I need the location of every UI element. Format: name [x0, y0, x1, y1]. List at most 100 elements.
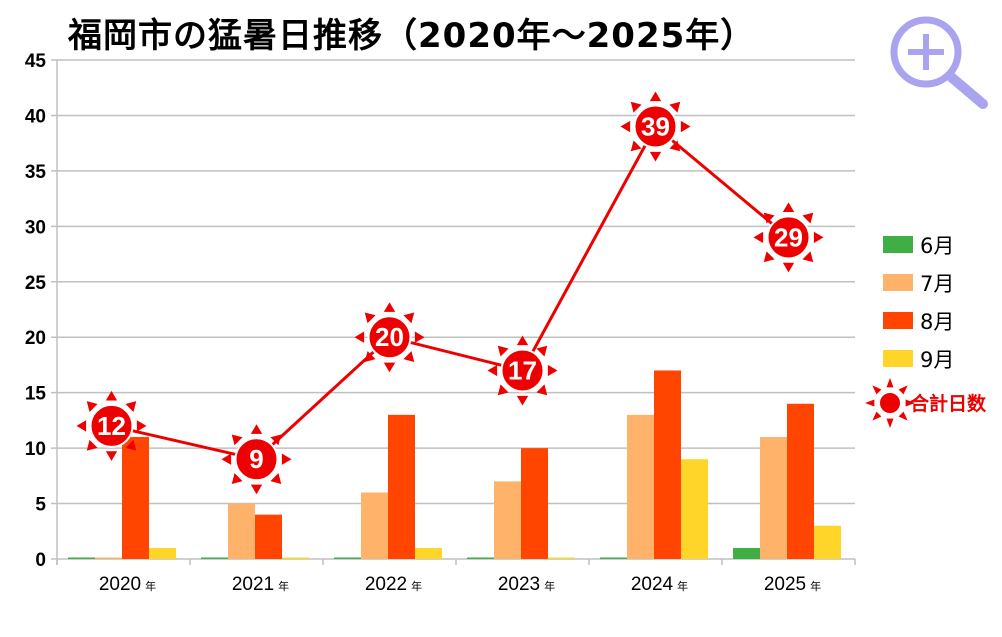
total-data-label: 9 — [249, 444, 263, 474]
bar-9月-2022 — [415, 547, 442, 559]
y-tick-label: 15 — [25, 384, 47, 405]
sun-ray — [763, 212, 775, 224]
sun-ray — [383, 302, 396, 312]
sun-ray — [86, 401, 98, 413]
bar-7月-2021 — [228, 503, 255, 559]
x-tick-suffix: 年 — [278, 579, 289, 593]
sun-ray — [536, 345, 548, 357]
x-tick-suffix: 年 — [411, 579, 422, 593]
sun-ray — [886, 418, 894, 428]
bar-9月-2020 — [149, 547, 176, 559]
sun-ray — [898, 411, 908, 421]
sun-ray — [630, 140, 642, 152]
sun-ray — [905, 399, 915, 407]
y-tick-label: 45 — [25, 51, 47, 72]
legend-swatch-6月 — [883, 236, 913, 253]
x-tick-suffix: 年 — [677, 579, 688, 593]
legend-label: 7月 — [920, 272, 954, 296]
bar-8月-2021 — [255, 514, 282, 559]
sun-ray — [669, 140, 681, 152]
sun-ray — [364, 312, 376, 324]
x-tick-label: 2025 年 — [764, 574, 821, 595]
sun-ray — [802, 251, 814, 263]
bar-9月-2023 — [548, 557, 575, 559]
sun-disc — [500, 348, 545, 393]
sun-disc — [878, 391, 902, 415]
sun-ray — [649, 151, 662, 162]
sun-ray — [403, 312, 415, 324]
y-tick-label: 35 — [25, 162, 47, 183]
sun-disc — [633, 104, 678, 149]
bar-7月-2025 — [760, 437, 787, 559]
x-tick-label: 2020 年 — [99, 574, 156, 595]
bar-6月-2022 — [334, 557, 361, 559]
x-tick-label: 2022 年 — [365, 574, 422, 595]
sun-ray — [414, 331, 425, 343]
total-marker-2020: 12 — [76, 390, 147, 461]
sun-ray — [76, 420, 87, 432]
total-marker-2021: 9 — [221, 424, 292, 495]
legend-swatch-9月 — [883, 350, 913, 367]
sun-ray — [669, 101, 681, 113]
sun-ray — [231, 473, 243, 484]
sun-ray — [487, 364, 498, 377]
sun-ray — [872, 411, 882, 421]
y-tick-label: 10 — [25, 439, 46, 460]
bar-9月-2024 — [681, 459, 708, 559]
sun-ray — [649, 91, 662, 102]
legend-label-total: 合計日数 — [910, 392, 987, 415]
x-tick-label: 2021 年 — [232, 574, 289, 595]
total-data-label: 29 — [774, 222, 803, 252]
bar-8月-2020 — [122, 437, 149, 559]
sun-ray — [105, 451, 118, 461]
sun-ray — [497, 345, 509, 357]
total-data-label: 20 — [375, 322, 404, 352]
sun-ray — [886, 378, 894, 388]
sun-ray — [680, 120, 691, 133]
sun-ray — [125, 439, 137, 451]
total-marker-2024: 39 — [620, 91, 691, 162]
bar-6月-2021 — [201, 557, 228, 559]
sun-ray — [270, 434, 282, 446]
total-line — [111, 124, 790, 461]
sun-ray — [354, 331, 365, 343]
sun-ray — [547, 364, 558, 377]
bar-7月-2022 — [361, 492, 388, 559]
sun-ray — [403, 351, 415, 362]
sun-ray — [105, 390, 118, 401]
bar-6月-2020 — [68, 557, 95, 559]
legend-sun-icon — [865, 378, 915, 428]
chart-title: 福岡市の猛暑日推移（2020年〜2025年） — [68, 16, 756, 56]
sun-ray — [221, 453, 232, 465]
sun-ray — [898, 385, 908, 395]
legend-label: 9月 — [920, 348, 954, 372]
bar-7月-2024 — [627, 414, 654, 559]
total-marker-2025: 29 — [753, 202, 824, 273]
sun-ray — [753, 231, 764, 244]
bar-9月-2025 — [814, 525, 841, 559]
x-tick-suffix: 年 — [145, 579, 156, 593]
sun-ray — [383, 362, 396, 373]
zoom-in-icon[interactable] — [890, 16, 988, 109]
y-tick-label: 20 — [25, 328, 46, 349]
bar-6月-2024 — [600, 557, 627, 559]
sun-disc — [89, 403, 134, 448]
total-data-label: 17 — [508, 355, 537, 385]
sun-ray — [281, 453, 292, 465]
legend-swatch-7月 — [883, 274, 913, 291]
bar-8月-2025 — [787, 403, 814, 559]
x-tick-suffix: 年 — [544, 579, 555, 593]
sun-ray — [86, 439, 98, 451]
bar-7月-2023 — [494, 481, 521, 559]
sun-disc — [234, 437, 279, 482]
sun-ray — [516, 395, 529, 406]
sun-ray — [497, 384, 509, 396]
sun-ray — [782, 202, 795, 213]
legend-swatch-8月 — [883, 312, 913, 329]
sun-ray — [782, 262, 795, 273]
legend-label: 6月 — [920, 234, 954, 258]
sun-ray — [620, 120, 631, 133]
